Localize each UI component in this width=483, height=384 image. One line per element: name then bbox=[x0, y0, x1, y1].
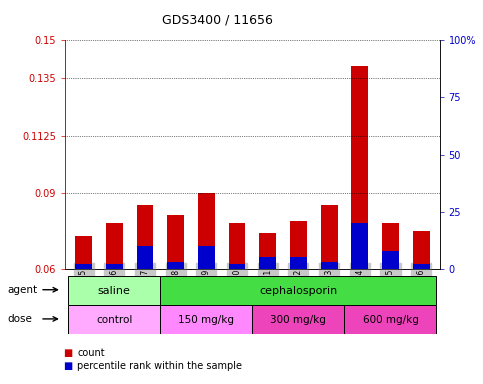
Bar bbox=[167, 262, 184, 269]
Bar bbox=[259, 257, 276, 269]
Bar bbox=[137, 205, 154, 269]
Bar bbox=[321, 205, 338, 269]
Text: ■: ■ bbox=[63, 348, 72, 358]
Bar bbox=[259, 233, 276, 269]
Bar bbox=[198, 246, 215, 269]
Bar bbox=[344, 305, 437, 334]
Bar bbox=[412, 231, 429, 269]
Bar bbox=[160, 276, 437, 305]
Text: 600 mg/kg: 600 mg/kg bbox=[363, 314, 418, 325]
Bar bbox=[412, 264, 429, 269]
Text: GDS3400 / 11656: GDS3400 / 11656 bbox=[162, 13, 273, 26]
Bar bbox=[198, 193, 215, 269]
Text: percentile rank within the sample: percentile rank within the sample bbox=[77, 361, 242, 371]
Text: control: control bbox=[96, 314, 132, 325]
Text: 150 mg/kg: 150 mg/kg bbox=[178, 314, 234, 325]
Bar bbox=[68, 305, 160, 334]
Bar bbox=[382, 250, 399, 269]
Text: count: count bbox=[77, 348, 105, 358]
Bar bbox=[290, 257, 307, 269]
Bar bbox=[137, 246, 154, 269]
Bar bbox=[290, 220, 307, 269]
Bar bbox=[75, 264, 92, 269]
Bar bbox=[106, 264, 123, 269]
Text: ■: ■ bbox=[63, 361, 72, 371]
Bar bbox=[321, 262, 338, 269]
Bar bbox=[167, 215, 184, 269]
Bar bbox=[228, 223, 245, 269]
Bar bbox=[75, 236, 92, 269]
Bar bbox=[106, 223, 123, 269]
Text: cephalosporin: cephalosporin bbox=[259, 286, 338, 296]
Bar bbox=[68, 276, 160, 305]
Bar bbox=[351, 66, 368, 269]
Bar bbox=[160, 305, 253, 334]
Text: agent: agent bbox=[7, 285, 37, 295]
Bar bbox=[351, 223, 368, 269]
Bar bbox=[382, 223, 399, 269]
Bar bbox=[228, 264, 245, 269]
Text: saline: saline bbox=[98, 286, 131, 296]
Text: dose: dose bbox=[7, 314, 32, 324]
Bar bbox=[253, 305, 344, 334]
Text: 300 mg/kg: 300 mg/kg bbox=[270, 314, 327, 325]
